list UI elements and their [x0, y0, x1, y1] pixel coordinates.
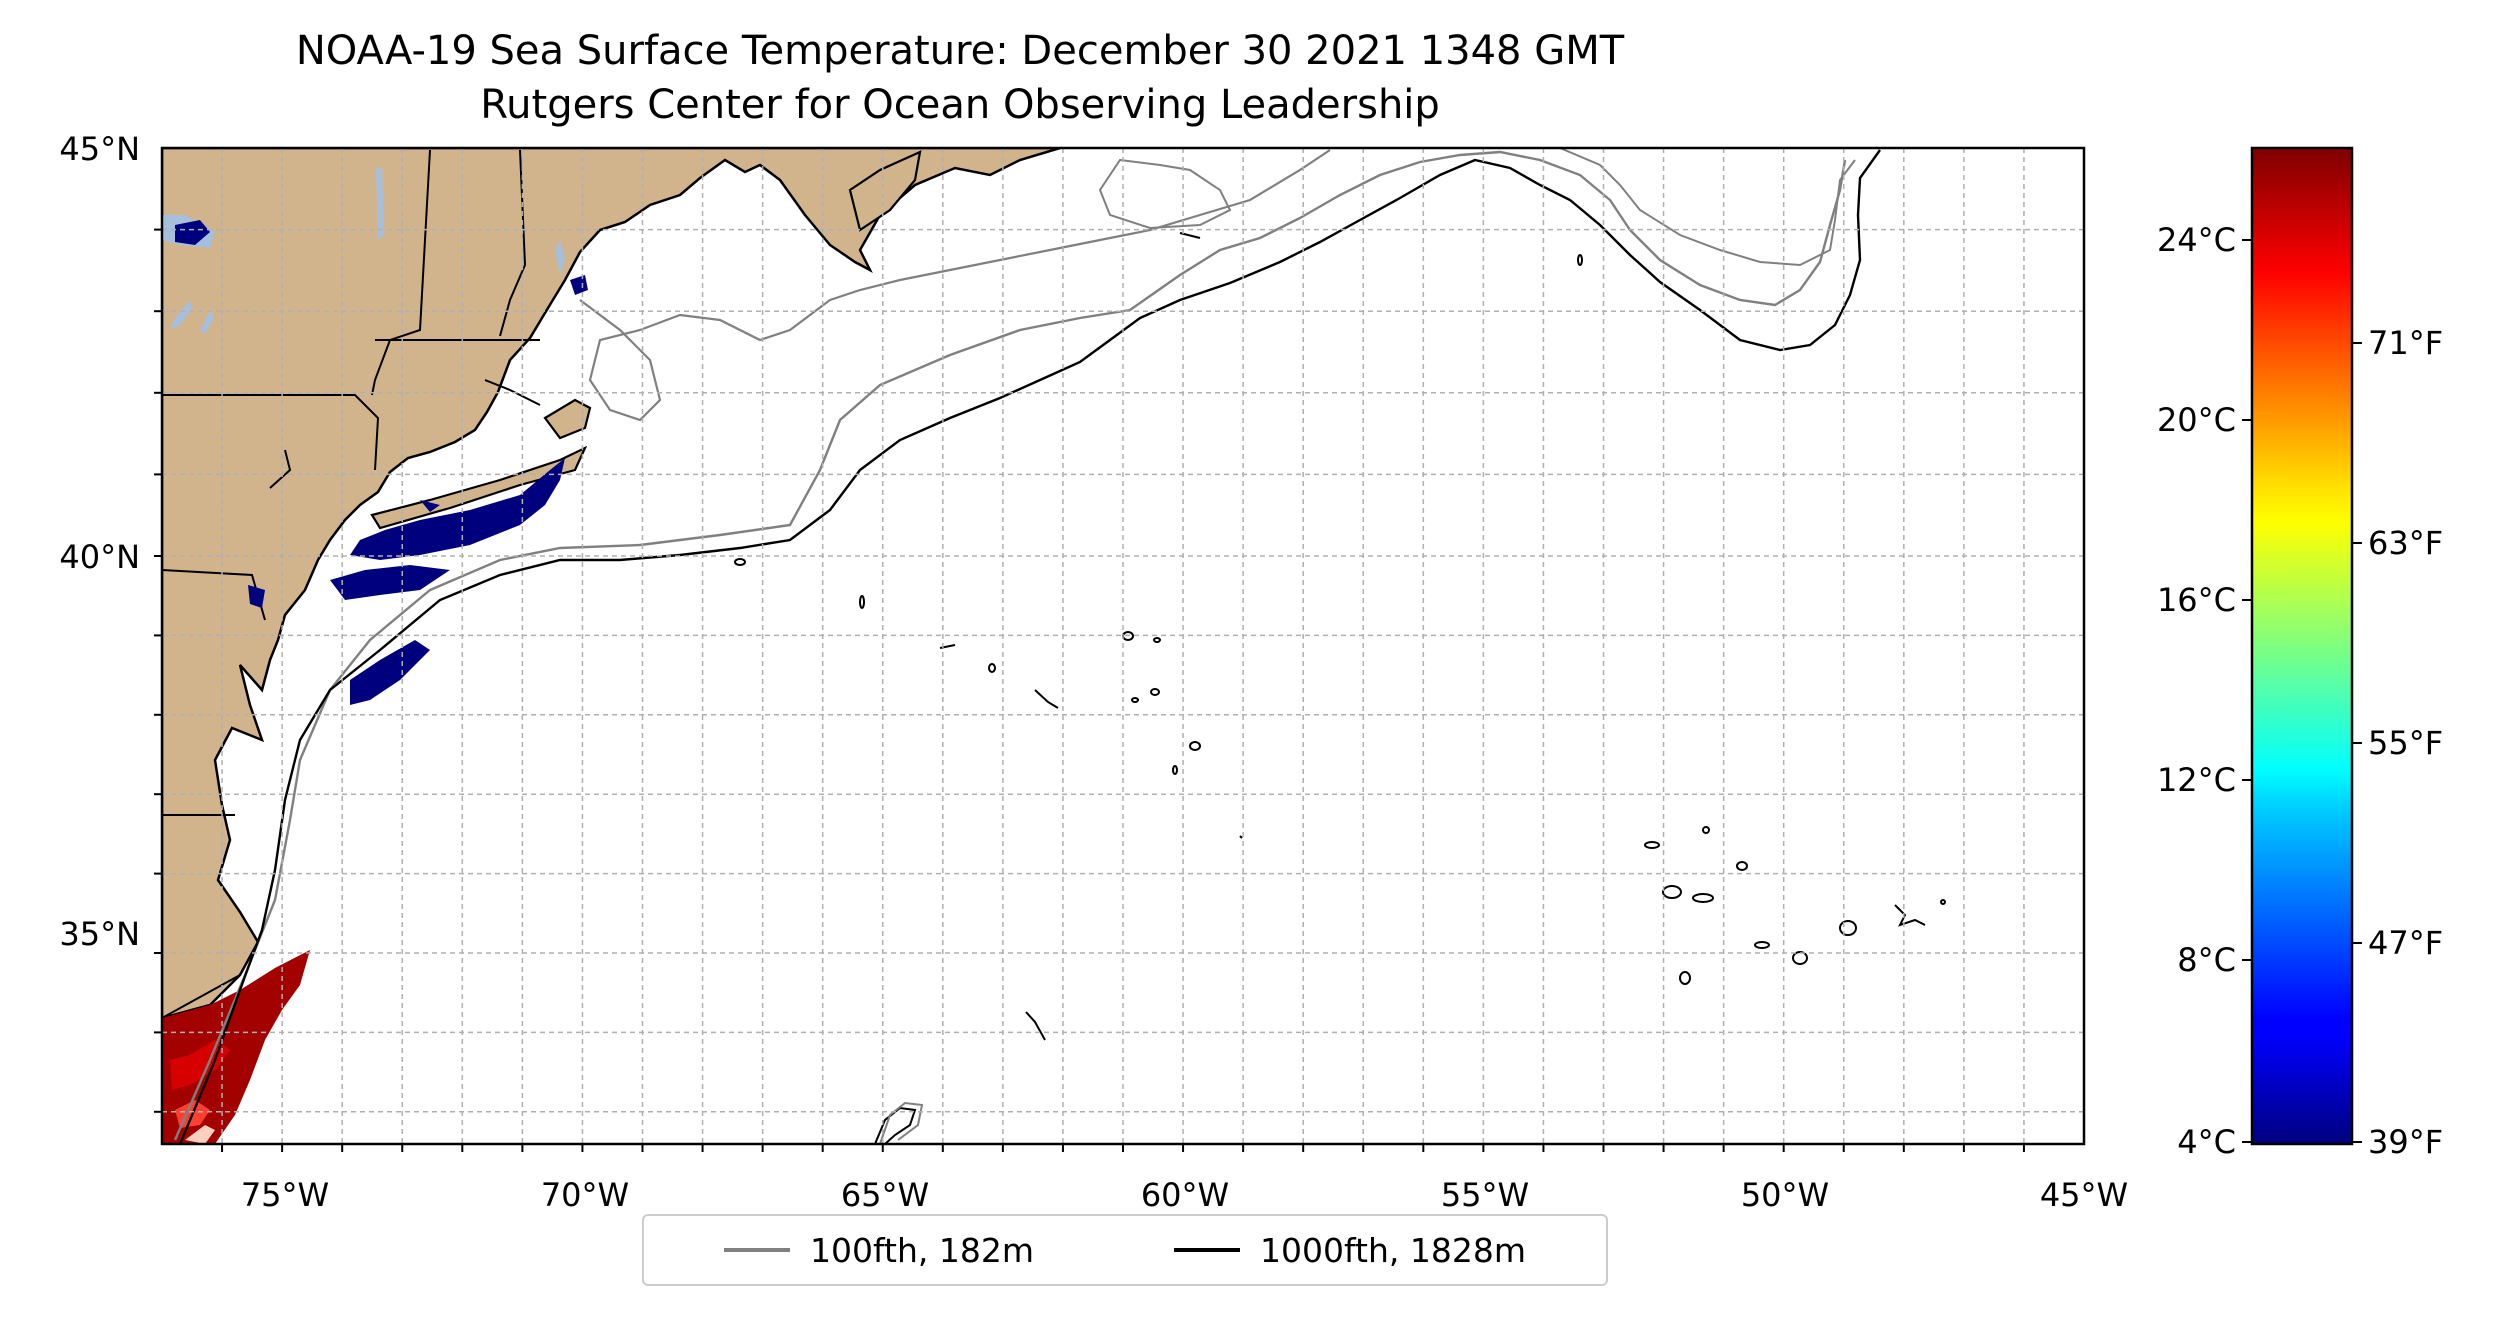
legend-line-gray [724, 1248, 790, 1252]
map-title: NOAA-19 Sea Surface Temperature: Decembe… [295, 28, 1625, 74]
colorbar-celsius-label: 24°C [2157, 221, 2236, 259]
land-mass [162, 148, 1061, 1020]
colorbar-fahrenheit-label: 71°F [2368, 324, 2443, 362]
lon-tick-label: 45°W [2040, 1176, 2128, 1214]
quabbin-reservoir [555, 240, 565, 275]
lat-tick-label: 35°N [59, 915, 140, 953]
long-island [370, 445, 588, 530]
colorbar-celsius-label: 8°C [2177, 941, 2236, 979]
colorbar-fahrenheit-label: 39°F [2368, 1123, 2443, 1161]
colorbar-celsius-label: 4°C [2177, 1123, 2236, 1161]
seamounts [734, 232, 1946, 1144]
colorbar-celsius-label: 12°C [2157, 761, 2236, 799]
colorbar-celsius-label: 16°C [2157, 581, 2236, 619]
map-tick-marks [154, 228, 2025, 1152]
contour-100fth [173, 150, 1847, 1141]
lon-tick-label: 70°W [541, 1176, 629, 1214]
contour-1000fth [178, 149, 1881, 1144]
lon-tick-label: 65°W [841, 1176, 929, 1214]
legend-item-1000fth: 1000fth, 1828m [1174, 1231, 1526, 1270]
lon-tick-label: 60°W [1141, 1176, 1229, 1214]
finger-lakes [170, 300, 214, 334]
legend-label: 1000fth, 1828m [1260, 1230, 1526, 1270]
contour-100fth-banks [1098, 148, 1856, 267]
sst-cold-patches [175, 220, 588, 705]
colorbar-ticks [2242, 239, 2362, 1143]
colorbar-frame [2250, 146, 2354, 1146]
map-subtitle: Rutgers Center for Ocean Observing Leade… [480, 82, 1440, 128]
colorbar: 24°C 20°C 16°C 12°C 8°C 4°C 71°F 63°F 55… [2157, 146, 2443, 1161]
state-borders [162, 149, 541, 1019]
lat-tick-label: 40°N [59, 538, 140, 576]
map-area [160, 146, 2086, 1146]
map-gridlines [162, 148, 2084, 1144]
latitude-labels: 45°N 40°N 35°N [59, 130, 140, 953]
lon-tick-label: 55°W [1441, 1176, 1529, 1214]
contour-legend: 100fth, 182m 1000fth, 1828m [642, 1214, 1608, 1286]
colorbar-gradient [2252, 148, 2352, 1144]
colorbar-fahrenheit-label: 55°F [2368, 724, 2443, 762]
seamount-gray-halo [879, 1101, 924, 1144]
colorbar-celsius-label: 20°C [2157, 401, 2236, 439]
colorbar-fahrenheit-label: 47°F [2368, 924, 2443, 962]
lat-tick-label: 45°N [59, 130, 140, 168]
longitude-labels: 75°W 70°W 65°W 60°W 55°W 50°W 45°W [241, 1176, 2128, 1214]
lake-champlain [376, 168, 384, 240]
legend-line-black [1174, 1248, 1240, 1252]
cape-cod [543, 398, 592, 440]
contour-100fth-gulf [579, 149, 1331, 422]
colorbar-fahrenheit-label: 63°F [2368, 524, 2443, 562]
lon-tick-label: 75°W [241, 1176, 329, 1214]
lon-tick-label: 50°W [1741, 1176, 1829, 1214]
legend-label: 100fth, 182m [810, 1230, 1034, 1270]
legend-item-100fth: 100fth, 182m [724, 1231, 1034, 1270]
